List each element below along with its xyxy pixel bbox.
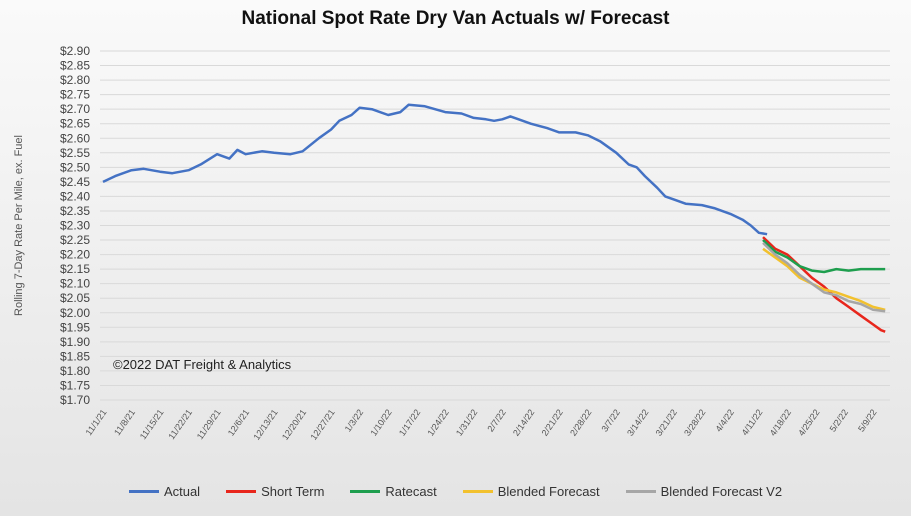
x-tick-label: 1/17/22 bbox=[397, 407, 422, 437]
x-tick-label: 11/8/21 bbox=[112, 407, 137, 437]
y-tick-label: $1.95 bbox=[60, 320, 90, 334]
x-tick-label: 12/13/21 bbox=[251, 407, 279, 441]
y-tick-label: $1.90 bbox=[60, 335, 90, 349]
legend-item: Blended Forecast V2 bbox=[625, 484, 783, 499]
x-tick-label: 1/10/22 bbox=[368, 407, 393, 437]
legend-label: Actual bbox=[163, 484, 201, 499]
x-tick-label: 4/11/22 bbox=[740, 407, 765, 437]
legend-swatch bbox=[462, 490, 493, 493]
x-tick-label: 5/9/22 bbox=[856, 407, 879, 433]
x-tick-label: 1/3/22 bbox=[343, 407, 366, 433]
y-tick-label: $1.70 bbox=[60, 393, 90, 407]
legend-label: Ratecast bbox=[385, 484, 437, 499]
x-tick-label: 3/21/22 bbox=[654, 407, 679, 437]
series-line-actual bbox=[102, 103, 768, 236]
y-tick-label: $1.85 bbox=[60, 349, 90, 363]
legend-swatch bbox=[128, 490, 159, 493]
y-tick-label: $2.90 bbox=[60, 44, 90, 58]
y-axis-label: Rolling 7-Day Rate Per Mile, ex. Fuel bbox=[13, 135, 25, 316]
y-tick-label: $1.75 bbox=[60, 378, 90, 392]
x-tick-label: 2/28/22 bbox=[568, 407, 593, 437]
y-tick-label: $2.15 bbox=[60, 262, 90, 276]
y-tick-label: $2.40 bbox=[60, 189, 90, 203]
x-tick-label: 2/21/22 bbox=[540, 407, 565, 437]
y-tick-label: $2.60 bbox=[60, 131, 90, 145]
y-tick-label: $2.85 bbox=[60, 59, 90, 73]
legend-item: Ratecast bbox=[350, 484, 437, 499]
y-tick-label: $2.70 bbox=[60, 102, 90, 116]
legend-swatch bbox=[226, 490, 257, 493]
y-tick-label: $2.55 bbox=[60, 146, 90, 160]
x-tick-label: 11/22/21 bbox=[166, 407, 194, 441]
legend-swatch bbox=[350, 490, 381, 493]
x-tick-label: 11/1/21 bbox=[84, 407, 109, 437]
line-chart: $1.70$1.75$1.80$1.85$1.90$1.95$2.00$2.05… bbox=[13, 44, 890, 442]
x-tick-label: 5/2/22 bbox=[828, 407, 851, 433]
series-line-short-term bbox=[762, 236, 886, 333]
chart-title: National Spot Rate Dry Van Actuals w/ Fo… bbox=[241, 8, 670, 29]
x-tick-label: 12/6/21 bbox=[226, 407, 251, 437]
x-tick-label: 1/24/22 bbox=[425, 407, 450, 437]
y-tick-label: $1.80 bbox=[60, 364, 90, 378]
y-tick-label: $2.20 bbox=[60, 248, 90, 262]
y-tick-label: $2.65 bbox=[60, 117, 90, 131]
x-tick-label: 2/14/22 bbox=[511, 407, 536, 437]
legend: Actual Short Term Ratecast Blended Forecast… bbox=[0, 484, 911, 499]
legend-label: Blended Forecast bbox=[497, 484, 600, 499]
x-tick-label: 3/7/22 bbox=[599, 407, 622, 433]
legend-item: Actual bbox=[128, 484, 201, 499]
y-tick-label: $2.75 bbox=[60, 88, 90, 102]
series-line-blended-forecast bbox=[762, 247, 886, 312]
y-tick-label: $2.80 bbox=[60, 73, 90, 87]
x-tick-label: 4/25/22 bbox=[796, 407, 821, 437]
x-tick-label: 3/14/22 bbox=[625, 407, 650, 437]
x-tick-label: 1/31/22 bbox=[454, 407, 479, 437]
copyright-annotation: ©2022 DAT Freight & Analytics bbox=[113, 357, 292, 372]
series-line-ratecast bbox=[762, 239, 886, 274]
x-tick-label: 12/27/21 bbox=[308, 407, 336, 441]
legend-label: Short Term bbox=[261, 484, 325, 499]
legend-item: Blended Forecast bbox=[462, 484, 600, 499]
x-tick-label: 11/15/21 bbox=[138, 407, 166, 441]
y-tick-label: $2.35 bbox=[60, 204, 90, 218]
series-line-blended-forecast-v2 bbox=[762, 241, 886, 313]
y-tick-label: $2.50 bbox=[60, 160, 90, 174]
y-tick-label: $2.10 bbox=[60, 277, 90, 291]
x-tick-label: 2/7/22 bbox=[485, 407, 508, 433]
legend-swatch bbox=[625, 490, 656, 493]
y-tick-label: $2.25 bbox=[60, 233, 90, 247]
x-tick-label: 11/29/21 bbox=[195, 407, 223, 441]
y-tick-label: $2.45 bbox=[60, 175, 90, 189]
x-tick-label: 4/4/22 bbox=[713, 407, 736, 433]
legend-label: Blended Forecast V2 bbox=[660, 484, 783, 499]
y-tick-label: $2.05 bbox=[60, 291, 90, 305]
x-tick-label: 4/18/22 bbox=[768, 407, 793, 437]
y-tick-label: $2.30 bbox=[60, 219, 90, 233]
x-tick-label: 3/28/22 bbox=[682, 407, 707, 437]
legend-item: Short Term bbox=[226, 484, 324, 499]
x-tick-label: 12/20/21 bbox=[280, 407, 308, 441]
y-tick-label: $2.00 bbox=[60, 306, 90, 320]
